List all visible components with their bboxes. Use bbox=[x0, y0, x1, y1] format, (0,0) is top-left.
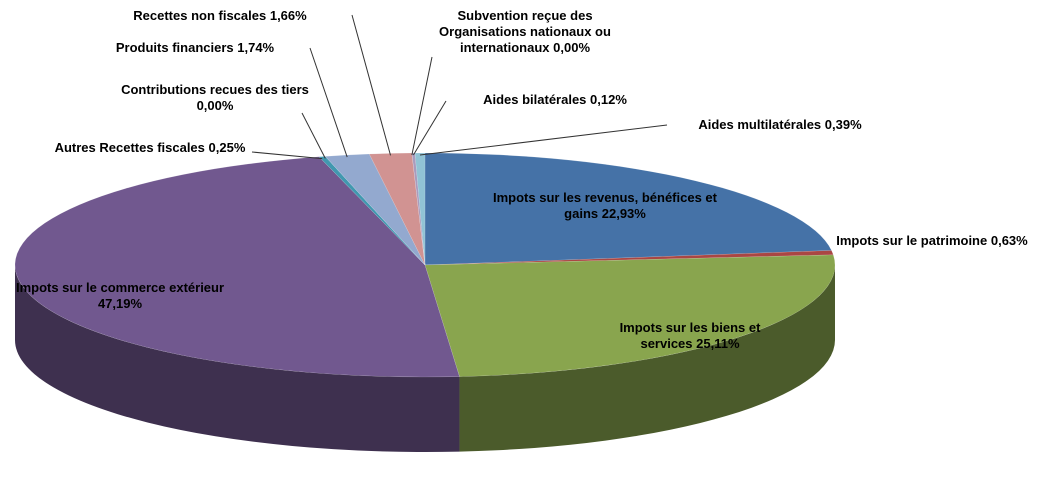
category-name: Produits financiers bbox=[115, 40, 234, 55]
slice bbox=[424, 254, 836, 377]
slice bbox=[318, 156, 426, 266]
leader-line bbox=[419, 124, 668, 156]
category-name: Subvention reçue des Organisations natio… bbox=[439, 8, 611, 55]
slice-label: Contributions recues des tiers 0,00% bbox=[115, 82, 315, 114]
slice bbox=[424, 152, 832, 266]
category-name: Recettes non fiscales bbox=[133, 8, 267, 23]
value-label: 25,11% bbox=[696, 336, 740, 351]
slice-side bbox=[15, 265, 460, 452]
slice bbox=[324, 153, 426, 266]
slice bbox=[424, 250, 834, 266]
leader-line bbox=[251, 151, 323, 160]
value-label: 0,00% bbox=[196, 98, 234, 113]
slice-label: Aides bilatérales 0,12% bbox=[450, 92, 660, 108]
category-name: Impots sur les biens et services bbox=[619, 320, 761, 351]
leader-line bbox=[351, 14, 392, 156]
value-label: 0,25% bbox=[208, 140, 246, 155]
category-name: Aides bilatérales bbox=[483, 92, 587, 107]
slice-label: Recettes non fiscales 1,66% bbox=[70, 8, 370, 24]
value-label: 0,63% bbox=[990, 233, 1028, 248]
leader-line bbox=[309, 47, 348, 158]
slice-label: Impots sur le commerce extérieur 47,19% bbox=[0, 280, 240, 312]
slice-label: Produits financiers 1,74% bbox=[60, 40, 330, 56]
category-name: Contributions recues des tiers bbox=[121, 82, 309, 97]
slice bbox=[14, 156, 460, 378]
category-name: Impots sur le patrimoine bbox=[836, 233, 988, 248]
value-label: 22,93% bbox=[601, 206, 646, 221]
slice bbox=[325, 156, 426, 266]
value-label: 1,74% bbox=[237, 40, 275, 55]
leader-line bbox=[301, 112, 326, 159]
value-label: 0,12% bbox=[590, 92, 627, 107]
category-name: Impots sur le commerce extérieur bbox=[15, 280, 225, 295]
category-name: Impots sur les revenus, bénéfices et gai… bbox=[493, 190, 717, 221]
value-label: 0,39% bbox=[824, 117, 862, 132]
value-label: 0,00% bbox=[553, 40, 591, 55]
leader-line bbox=[411, 56, 433, 156]
slice-label: Impots sur le patrimoine 0,63% bbox=[822, 233, 1042, 249]
category-name: Autres Recettes fiscales bbox=[54, 140, 205, 155]
slice-label: Autres Recettes fiscales 0,25% bbox=[50, 140, 250, 156]
slice-label: Aides multilatérales 0,39% bbox=[665, 117, 895, 133]
category-name: Aides multilatérales bbox=[698, 117, 822, 132]
value-label: 1,66% bbox=[269, 8, 307, 23]
leader-line bbox=[412, 100, 447, 156]
slice-label: Impots sur les biens et services 25,11% bbox=[595, 320, 785, 352]
slice-side bbox=[459, 265, 835, 452]
slice-label: Subvention reçue des Organisations natio… bbox=[425, 8, 625, 56]
value-label: 47,19% bbox=[97, 296, 143, 311]
slice-label: Impots sur les revenus, bénéfices et gai… bbox=[490, 190, 720, 222]
